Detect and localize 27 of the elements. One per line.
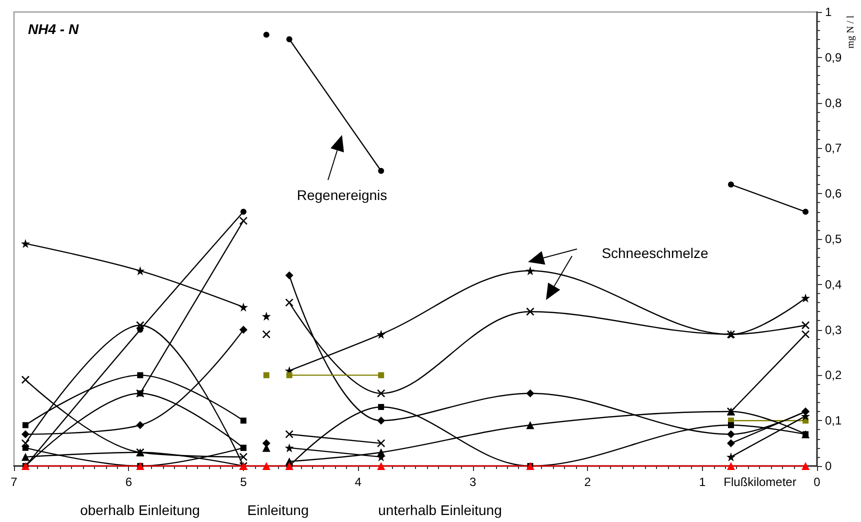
y-tick-label: 0,2 [825, 368, 842, 382]
x-tick-label: 0 [814, 475, 821, 489]
y-tick-label: 0,8 [825, 96, 842, 110]
x-tick-label: 7 [10, 475, 18, 489]
y-tick-label: 0,9 [825, 50, 842, 64]
x-tick-label: 3 [470, 475, 477, 489]
y-tick-label: 0 [825, 459, 832, 473]
y-tick-label: 0,5 [825, 232, 842, 246]
annotation: Schneeschmelze [602, 245, 709, 261]
y-tick-label: 0,3 [825, 322, 842, 337]
x-tick-label: 2 [584, 475, 592, 489]
text: Einleitung [247, 502, 309, 518]
y-tick-label: 0,7 [825, 141, 842, 156]
x-tick-label: 5 [240, 475, 248, 489]
y-tick-label: 0,4 [825, 277, 842, 292]
x-axis-title: Flußkilometer [724, 475, 796, 489]
text: unterhalb Einleitung [378, 502, 502, 518]
annotation: Regenereignis [296, 187, 388, 203]
y-tick-label: 0,6 [825, 186, 842, 201]
y-axis-title: mg N / l [846, 15, 856, 49]
text: NH4 - N [28, 21, 80, 37]
x-tick-label: 6 [125, 475, 132, 489]
x-tick-label: 1 [698, 475, 706, 489]
x-tick-label: 4 [354, 475, 362, 489]
y-tick-label: 0,1 [825, 414, 842, 428]
y-tick-label: 1 [825, 5, 832, 19]
text: oberhalb Einleitung [80, 502, 200, 518]
